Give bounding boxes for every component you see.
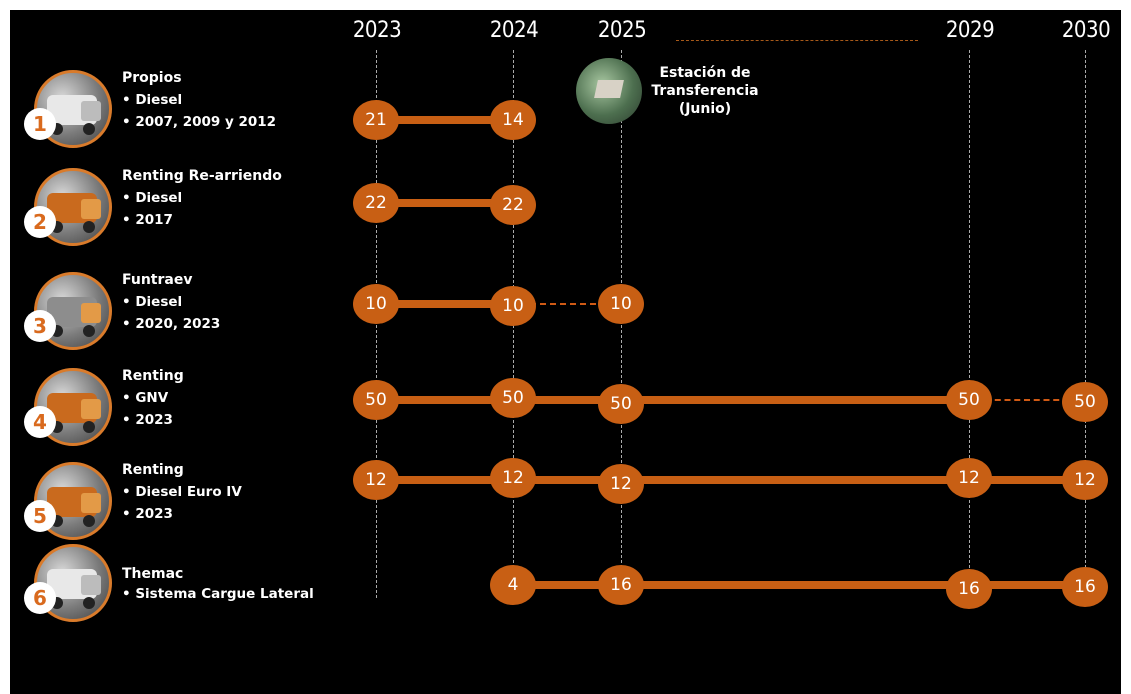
fleet-detail: • Diesel xyxy=(122,294,183,310)
slide-background xyxy=(10,10,1121,694)
fleet-4-value-2029: 50 xyxy=(946,380,992,420)
fleet-3-value-2024: 10 xyxy=(490,286,536,326)
fleet-6-value-2024: 4 xyxy=(490,565,536,605)
fleet-5-value-2025: 12 xyxy=(598,464,644,504)
fleet-detail: • 2023 xyxy=(122,506,173,522)
fleet-title: Propios xyxy=(122,70,182,86)
fleet-1-value-2024: 14 xyxy=(490,100,536,140)
year-gap-connector xyxy=(676,40,918,41)
fleet-5-value-2024: 12 xyxy=(490,458,536,498)
fleet-row-3: 3 Funtraev • Diesel • 2020, 2023 xyxy=(24,272,364,362)
fleet-3-value-2025: 10 xyxy=(598,284,644,324)
fleet-6-value-2030: 16 xyxy=(1062,567,1108,607)
fleet-detail: • 2017 xyxy=(122,212,173,228)
year-2029: 2029 xyxy=(945,18,995,43)
fleet-6-value-2025: 16 xyxy=(598,565,644,605)
fleet-4-value-2023: 50 xyxy=(353,380,399,420)
fleet-5-value-2029: 12 xyxy=(946,458,992,498)
fleet-row-2: 2 Renting Re-arriendo • Diesel • 2017 xyxy=(24,168,364,258)
fleet-row-6: 6 Themac • Sistema Cargue Lateral xyxy=(24,544,364,634)
station-label-line3: (Junio) xyxy=(678,101,732,117)
guide-line-2030 xyxy=(1085,50,1086,598)
fleet-number-badge: 5 xyxy=(24,500,56,532)
fleet-2-value-2024: 22 xyxy=(490,185,536,225)
fleet-detail: • Diesel xyxy=(122,92,183,108)
transfer-station-image xyxy=(576,58,642,124)
fleet-2-value-2023: 22 xyxy=(353,183,399,223)
fleet-3-bar xyxy=(376,300,513,308)
fleet-4-bar xyxy=(376,396,969,404)
year-2030: 2030 xyxy=(1061,18,1111,43)
fleet-3-value-2023: 10 xyxy=(353,284,399,324)
fleet-4-value-2024: 50 xyxy=(490,378,536,418)
guide-line-2025 xyxy=(621,50,622,598)
fleet-number-badge: 6 xyxy=(24,582,56,614)
fleet-detail: • 2020, 2023 xyxy=(122,316,221,332)
fleet-number-badge: 1 xyxy=(24,108,56,140)
fleet-number-badge: 4 xyxy=(24,406,56,438)
fleet-number-badge: 2 xyxy=(24,206,56,238)
fleet-6-value-2029: 16 xyxy=(946,569,992,609)
fleet-1-value-2023: 21 xyxy=(353,100,399,140)
fleet-detail: • Diesel xyxy=(122,190,183,206)
fleet-detail: • Diesel Euro IV xyxy=(122,484,242,500)
fleet-4-dashed-connector xyxy=(985,399,1069,401)
fleet-4-value-2030: 50 xyxy=(1062,382,1108,422)
fleet-5-value-2023: 12 xyxy=(353,460,399,500)
year-2023: 2023 xyxy=(352,18,402,43)
fleet-row-1: 1 Propios • Diesel • 2007, 2009 y 2012 xyxy=(24,70,364,160)
fleet-title: Renting xyxy=(122,462,184,478)
fleet-1-bar xyxy=(376,116,513,124)
station-label: Estación de Transferencia (Junio) xyxy=(640,64,770,118)
fleet-3-dashed-connector xyxy=(530,303,606,305)
fleet-row-4: 4 Renting • GNV • 2023 xyxy=(24,368,364,458)
station-label-line1: Estación de xyxy=(659,65,751,81)
fleet-title: Themac xyxy=(122,566,184,582)
fleet-2-bar xyxy=(376,199,513,207)
station-label-line2: Transferencia xyxy=(651,83,759,99)
fleet-detail: • Sistema Cargue Lateral xyxy=(122,586,314,602)
fleet-detail: • 2007, 2009 y 2012 xyxy=(122,114,277,130)
fleet-6-bar xyxy=(513,581,1085,589)
fleet-row-5: 5 Renting • Diesel Euro IV • 2023 xyxy=(24,462,364,552)
fleet-title: Renting xyxy=(122,368,184,384)
year-2024: 2024 xyxy=(489,18,539,43)
fleet-title: Renting Re-arriendo xyxy=(122,168,282,184)
fleet-4-value-2025: 50 xyxy=(598,384,644,424)
fleet-title: Funtraev xyxy=(122,272,193,288)
truck-photo-icon xyxy=(34,544,112,622)
year-2025: 2025 xyxy=(597,18,647,43)
guide-line-2029 xyxy=(969,50,970,598)
fleet-detail: • GNV xyxy=(122,390,169,406)
fleet-5-bar xyxy=(376,476,1085,484)
fleet-number-badge: 3 xyxy=(24,310,56,342)
fleet-detail: • 2023 xyxy=(122,412,173,428)
station-building-icon xyxy=(594,80,624,98)
fleet-5-value-2030: 12 xyxy=(1062,460,1108,500)
guide-line-2023 xyxy=(376,50,377,598)
